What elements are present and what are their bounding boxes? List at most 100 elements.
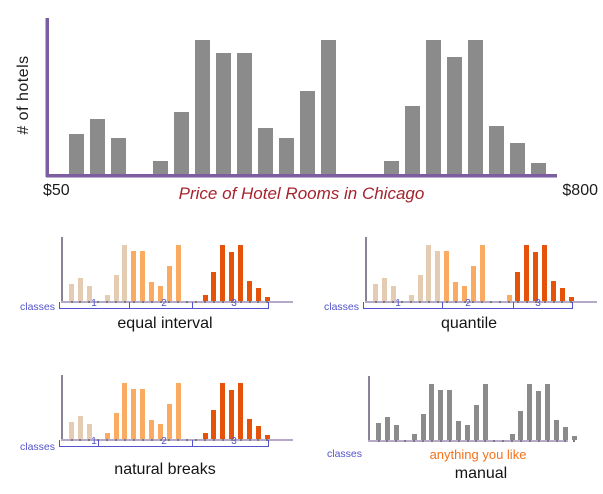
chart-title: equal interval	[117, 315, 213, 332]
class-number: 2	[465, 298, 471, 309]
bar	[149, 420, 155, 439]
bar	[104, 295, 110, 301]
bar	[69, 134, 84, 174]
bar	[86, 424, 92, 439]
bar	[384, 417, 390, 440]
class-bracket: 1 2 3	[59, 436, 269, 447]
baseline-tick-dot	[457, 440, 460, 442]
bar	[166, 266, 172, 301]
bar	[470, 266, 476, 301]
baseline-tick-dot	[195, 439, 198, 441]
bar	[482, 384, 488, 440]
baseline-tick-dot	[392, 301, 395, 303]
class-number: 1	[395, 298, 401, 309]
bar	[373, 284, 378, 301]
bar	[554, 420, 559, 440]
bar	[113, 413, 119, 439]
bar	[237, 53, 252, 174]
bar	[562, 427, 568, 440]
bar	[568, 297, 574, 301]
bar	[533, 252, 539, 301]
class-number: 1	[91, 436, 97, 447]
baseline-tick-dot	[248, 439, 251, 441]
manual-note: anything you like	[429, 447, 527, 462]
baseline-tick-dot	[573, 440, 576, 442]
baseline-tick-dot	[266, 301, 269, 303]
bar	[229, 252, 235, 301]
baseline-tick-dot	[493, 440, 496, 442]
bracket-tick	[268, 302, 269, 309]
bracket-tick	[363, 302, 364, 309]
baseline-tick-dot	[386, 440, 389, 442]
bar	[69, 284, 74, 301]
baseline-tick-dot	[106, 301, 109, 303]
bracket-tick	[59, 302, 60, 309]
baseline-tick-dot	[248, 301, 251, 303]
x-axis-line	[46, 174, 557, 177]
bar	[524, 245, 530, 301]
bar	[527, 384, 533, 440]
baseline-tick-dot	[150, 439, 153, 441]
histogram-plot	[365, 237, 597, 303]
baseline-tick-dot	[132, 439, 135, 441]
classes-label: classes	[19, 301, 55, 313]
bar	[131, 251, 137, 301]
small-chart-manual: classes anything you like manual	[327, 376, 603, 488]
baseline-tick-dot	[401, 301, 404, 303]
baseline-tick-dot	[79, 301, 82, 303]
bar	[220, 383, 226, 439]
bar	[531, 163, 546, 174]
bar	[447, 390, 453, 440]
bar	[453, 282, 459, 301]
bar	[195, 40, 210, 174]
x-axis-line	[61, 301, 293, 303]
bar	[381, 278, 387, 301]
baseline-tick-dot	[546, 440, 549, 442]
y-axis-line	[368, 376, 370, 440]
bar	[390, 286, 396, 301]
baseline-tick-dot	[430, 440, 433, 442]
bracket-tick	[98, 440, 100, 447]
baseline-tick-dot	[204, 301, 206, 303]
baseline-tick-dot	[186, 301, 189, 303]
baseline-tick-dot	[159, 439, 162, 441]
baseline-tick-dot	[511, 440, 513, 442]
baseline-tick-dot	[88, 439, 91, 441]
baseline-tick-dot	[410, 301, 413, 303]
baseline-tick-dot	[159, 301, 162, 303]
baseline-tick-dot	[466, 440, 469, 442]
bar	[69, 422, 74, 439]
class-bracket: 1 2 3	[59, 298, 269, 309]
baseline-tick-dot	[377, 440, 380, 442]
classes-label: classes	[323, 301, 359, 313]
baseline-tick-dot	[525, 301, 528, 303]
bracket-tick	[191, 440, 193, 447]
bar	[542, 245, 548, 301]
bar	[509, 434, 515, 440]
baseline-tick-dot	[570, 301, 573, 303]
bar	[104, 433, 110, 439]
histogram-bars	[69, 0, 569, 174]
classes-label: classes	[326, 448, 362, 460]
baseline-tick-dot	[413, 440, 416, 442]
bar	[376, 423, 381, 440]
bar	[426, 245, 432, 301]
baseline-tick-dot	[528, 440, 531, 442]
bar	[515, 272, 521, 301]
baseline-tick-dot	[115, 439, 117, 441]
bar	[158, 424, 163, 439]
baseline-tick-dot	[564, 440, 567, 442]
bar	[238, 245, 244, 301]
y-axis-line	[61, 237, 63, 301]
baseline-tick-dot	[150, 301, 153, 303]
bar	[216, 53, 231, 174]
bar	[479, 245, 485, 301]
baseline-tick-dot	[448, 440, 451, 442]
bar	[238, 383, 244, 439]
baseline-tick-dot	[516, 301, 519, 303]
bar	[229, 390, 235, 439]
baseline-tick-dot	[106, 439, 109, 441]
bar	[393, 425, 399, 440]
baseline-tick-dot	[230, 301, 233, 303]
